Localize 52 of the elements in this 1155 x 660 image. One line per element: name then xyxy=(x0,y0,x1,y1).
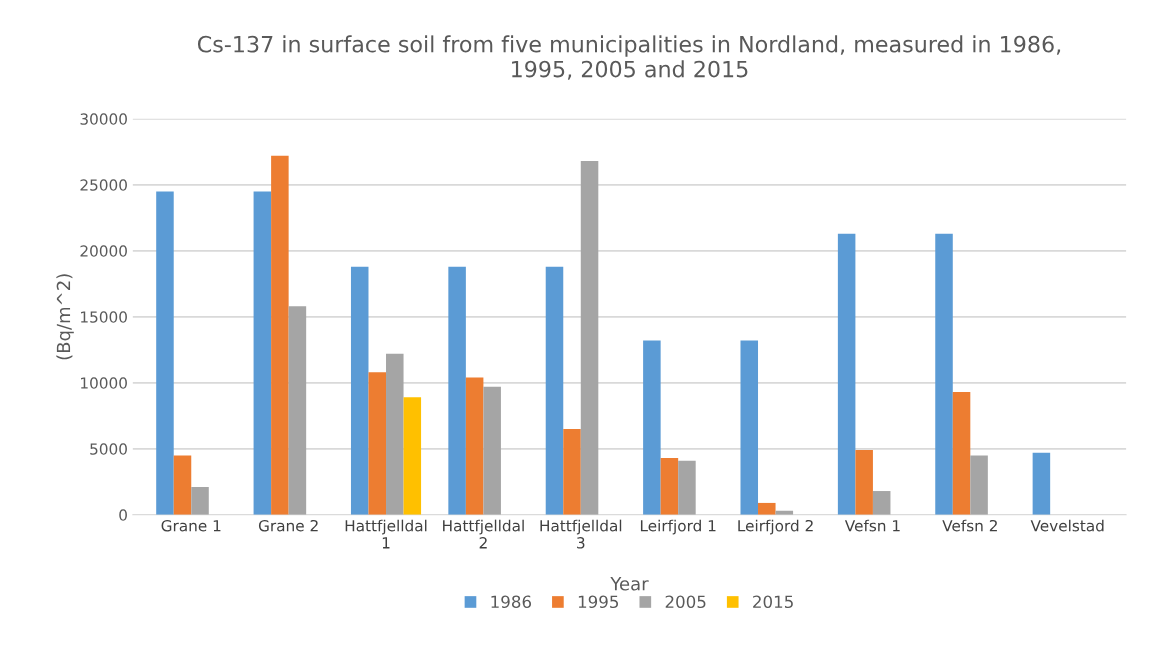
bar xyxy=(740,340,759,515)
bar xyxy=(837,233,856,515)
bar xyxy=(253,191,272,515)
x-tick-label: Vefsn 1 xyxy=(844,519,900,532)
bar xyxy=(271,155,289,515)
bar xyxy=(173,455,192,515)
x-axis-title: Year xyxy=(610,577,649,591)
x-tick-label: Vefsn 2 xyxy=(942,519,997,532)
legend-label: 2005 xyxy=(665,595,706,609)
bar xyxy=(855,450,873,515)
y-tick-label: 10000 xyxy=(81,377,127,389)
y-axis-title: (Bq/m^2) xyxy=(56,274,74,360)
y-tick-label: 30000 xyxy=(80,113,127,125)
bar xyxy=(448,266,466,515)
bar xyxy=(386,353,404,515)
legend-label: 1995 xyxy=(578,595,619,609)
bar xyxy=(1032,452,1051,515)
legend-label: 2015 xyxy=(753,595,793,609)
x-tick-label: Grane 2 xyxy=(258,519,318,532)
bar xyxy=(758,502,776,515)
bar xyxy=(483,386,501,515)
bar xyxy=(350,266,369,515)
chart-title: Cs-137 in surface soil from five municipalities in Nordland, measured in 1986, 1995, 2005 and 2015 xyxy=(197,35,1061,80)
x-tick-label: Hattfjelldal 3 xyxy=(540,519,622,549)
bar xyxy=(465,377,484,515)
bar xyxy=(156,191,174,515)
bar xyxy=(368,372,387,515)
bar xyxy=(872,491,891,515)
bar xyxy=(403,397,422,515)
bar xyxy=(545,266,564,515)
y-tick-label: 25000 xyxy=(80,179,127,191)
x-tick-label: Leirfjord 1 xyxy=(640,519,716,535)
bar xyxy=(643,340,661,515)
bar xyxy=(970,455,988,515)
x-tick-label: Hattfjelldal 1 xyxy=(345,519,427,549)
x-tick-label: Hattfjelldal 2 xyxy=(443,519,524,549)
y-tick-label: 5000 xyxy=(90,443,127,455)
bar xyxy=(952,392,971,515)
bar xyxy=(563,429,581,515)
bar xyxy=(678,460,696,515)
y-tick-label: 0 xyxy=(119,509,127,521)
bar xyxy=(580,161,599,515)
x-tick-label: Vevelstad xyxy=(1030,519,1104,532)
bar xyxy=(660,458,679,515)
bar xyxy=(191,487,209,515)
legend-label: 1986 xyxy=(491,595,532,609)
bar xyxy=(935,233,953,515)
x-tick-label: Leirfjord 2 xyxy=(738,519,813,535)
y-tick-label: 15000 xyxy=(81,311,127,323)
x-tick-label: Grane 1 xyxy=(161,519,221,532)
y-tick-label: 20000 xyxy=(80,245,127,257)
bar xyxy=(288,306,307,515)
